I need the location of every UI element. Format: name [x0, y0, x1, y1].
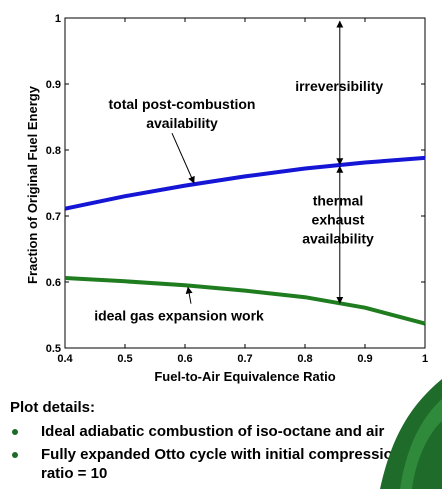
x-tick-label: 0.6 [177, 353, 192, 365]
y-tick-label: 0.9 [46, 79, 61, 91]
x-tick-label: 0.7 [237, 353, 252, 365]
y-tick-label: 0.5 [46, 343, 61, 355]
x-axis-label: Fuel-to-Air Equivalence Ratio [154, 369, 335, 384]
x-tick-label: 0.5 [117, 353, 132, 365]
x-tick-label: 0.8 [297, 353, 312, 365]
y-axis-label: Fraction of Original Fuel Energy [25, 85, 40, 284]
annotation-label: total post-combustion [109, 96, 256, 112]
x-tick-label: 0.4 [57, 353, 73, 365]
annotation-label: exhaust [312, 211, 365, 227]
corner-logo-swoosh [380, 379, 442, 489]
plot-detail-item: Ideal adiabatic combustion of iso-octane… [10, 422, 430, 441]
plot-details: Plot details: Ideal adiabatic combustion… [10, 398, 430, 487]
series-line-1 [64, 276, 426, 326]
series-line-0 [64, 155, 426, 211]
y-tick-label: 0.7 [46, 211, 61, 223]
annotation-label: availability [302, 230, 374, 246]
annotation-arrow [185, 286, 193, 304]
plot-detail-text: Ideal adiabatic combustion of iso-octane… [41, 423, 385, 440]
plot-detail-item: Fully expanded Otto cycle with initial c… [10, 445, 430, 483]
bullet-icon [12, 452, 18, 458]
y-tick-label: 0.6 [46, 277, 61, 289]
annotation-label: thermal [313, 192, 364, 208]
y-tick-label: 0.8 [46, 145, 61, 157]
x-tick-label: 0.9 [357, 353, 372, 365]
plot-detail-text: Fully expanded Otto cycle with initial c… [41, 446, 402, 482]
bullet-icon [12, 429, 18, 435]
plot-frame [64, 17, 426, 349]
plot-details-list: Ideal adiabatic combustion of iso-octane… [10, 422, 430, 483]
annotation-arrow [171, 132, 195, 184]
y-tick-label: 1 [55, 13, 61, 25]
x-tick-label: 1 [422, 353, 428, 365]
plot-details-title: Plot details: [10, 399, 96, 416]
annotation-label: availability [146, 115, 218, 131]
annotation-label: ideal gas expansion work [94, 308, 264, 324]
